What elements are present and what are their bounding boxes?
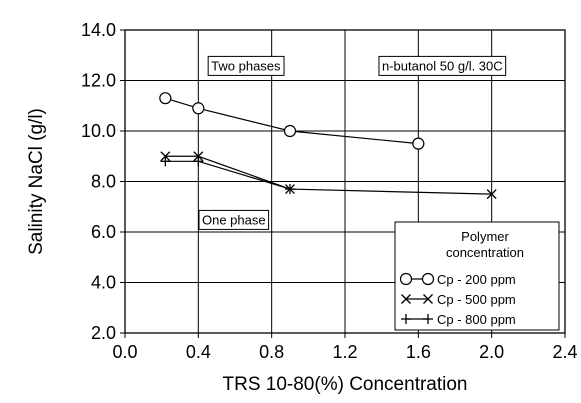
- legend-frame: [394, 221, 560, 331]
- legend-marker: [401, 314, 411, 324]
- annotation-box: One phase: [198, 209, 270, 230]
- data-point: [193, 156, 204, 167]
- data-point: [160, 151, 171, 162]
- y-tick-label: 12.0: [81, 71, 116, 91]
- series-1: [159, 92, 425, 150]
- data-point: [193, 151, 204, 162]
- annotation-label: Two phases: [211, 58, 281, 73]
- data-point: [412, 137, 425, 150]
- legend-marker: [401, 294, 411, 304]
- y-tick-label: 8.0: [91, 172, 116, 192]
- y-tick-label: 14.0: [81, 20, 116, 40]
- y-tick-label: 4.0: [91, 273, 116, 293]
- data-point: [285, 184, 295, 195]
- y-tick-label: 6.0: [91, 222, 116, 242]
- x-tick-label: 1.6: [406, 342, 431, 362]
- grid-lines: [125, 30, 565, 333]
- annotation-frame: [198, 209, 270, 230]
- legend-entry: Cp - 800 ppm: [401, 312, 516, 327]
- axis-ticks: 0.0 0.4 0.8 1.2 1.6 2.0 2.4 2.0 4.0 6.0 8.0 10.0 12.…: [81, 20, 578, 362]
- x-tick-label: 0.0: [112, 342, 137, 362]
- legend-entry: Cp - 200 ppm: [399, 272, 516, 287]
- data-point: [160, 156, 171, 167]
- legend-marker: [423, 294, 433, 304]
- legend-marker: [399, 272, 413, 286]
- data-point: [192, 102, 205, 115]
- data-point: [283, 124, 297, 138]
- legend-label: Cp - 800 ppm: [437, 312, 516, 327]
- annotations: Two phases n-butanol 50 g/l. 30C One phase: [198, 55, 507, 230]
- series-3: [160, 156, 295, 195]
- annotation-label: n-butanol 50 g/l. 30C: [382, 58, 503, 73]
- legend-marker: [423, 314, 433, 324]
- x-tick-label: 0.8: [259, 342, 284, 362]
- x-tick-label: 0.4: [186, 342, 211, 362]
- legend-marker: [421, 272, 435, 286]
- y-axis-title: Salinity NaCl (g/l): [26, 108, 47, 255]
- legend-label: Cp - 500 ppm: [437, 292, 516, 307]
- series-line: [165, 97, 419, 145]
- annotation-label: One phase: [202, 212, 266, 227]
- legend-title: concentration: [446, 245, 524, 260]
- legend-entry: Cp - 500 ppm: [401, 292, 516, 307]
- y-tick-label: 2.0: [91, 323, 116, 343]
- series-2: [160, 151, 497, 200]
- annotation-frame: [207, 55, 285, 76]
- x-tick-label: 2.4: [552, 342, 577, 362]
- x-tick-label: 2.0: [479, 342, 504, 362]
- y-tick-label: 10.0: [81, 121, 116, 141]
- x-tick-label: 1.2: [332, 342, 357, 362]
- annotation-box: n-butanol 50 g/l. 30C: [378, 55, 507, 76]
- data-series: [159, 92, 497, 200]
- series-line: [165, 155, 492, 195]
- x-axis-title: TRS 10-80(%) Concentration: [223, 374, 468, 395]
- legend-label: Cp - 200 ppm: [437, 272, 516, 287]
- legend-title: Polymer: [461, 229, 509, 244]
- annotation-box: Two phases: [207, 55, 285, 76]
- data-point: [486, 189, 497, 200]
- annotation-frame: [378, 55, 507, 76]
- data-point: [159, 92, 172, 105]
